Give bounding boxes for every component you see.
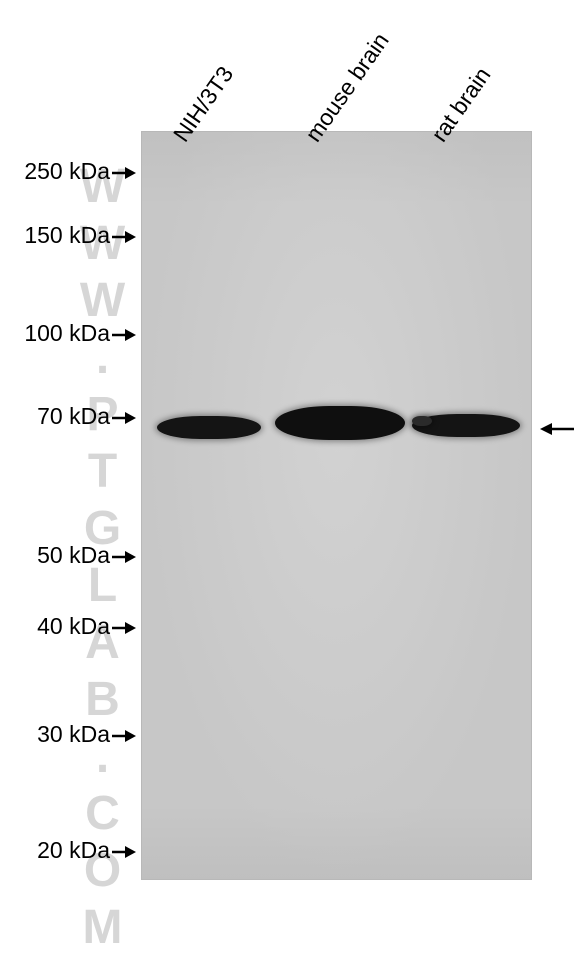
arrow-right-icon [112, 613, 136, 640]
molecular-weight-marker: 70 kDa [37, 403, 136, 430]
marker-text: 20 kDa [37, 837, 110, 863]
arrow-right-icon [112, 222, 136, 249]
marker-text: 30 kDa [37, 721, 110, 747]
protein-band [157, 416, 261, 439]
molecular-weight-marker: 50 kDa [37, 542, 136, 569]
molecular-weight-marker: 100 kDa [24, 320, 136, 347]
band-indicator-arrow [540, 414, 574, 446]
western-blot-figure: WWW.PTGLAB.COM NIH/3T3mouse brainrat bra… [0, 0, 580, 903]
arrow-right-icon [112, 721, 136, 748]
molecular-weight-marker: 40 kDa [37, 613, 136, 640]
arrow-right-icon [112, 837, 136, 864]
molecular-weight-marker: 250 kDa [24, 158, 136, 185]
protein-band [275, 406, 405, 440]
protein-band [412, 416, 432, 426]
molecular-weight-marker: 20 kDa [37, 837, 136, 864]
arrow-right-icon [112, 158, 136, 185]
arrow-right-icon [112, 542, 136, 569]
lane-label: mouse brain [300, 28, 395, 147]
marker-text: 40 kDa [37, 613, 110, 639]
blot-membrane [141, 131, 532, 880]
arrow-right-icon [112, 320, 136, 347]
marker-text: 100 kDa [24, 320, 110, 346]
molecular-weight-marker: 150 kDa [24, 222, 136, 249]
marker-text: 70 kDa [37, 403, 110, 429]
marker-text: 250 kDa [24, 158, 110, 184]
marker-text: 150 kDa [24, 222, 110, 248]
molecular-weight-marker: 30 kDa [37, 721, 136, 748]
arrow-right-icon [112, 403, 136, 430]
marker-text: 50 kDa [37, 542, 110, 568]
